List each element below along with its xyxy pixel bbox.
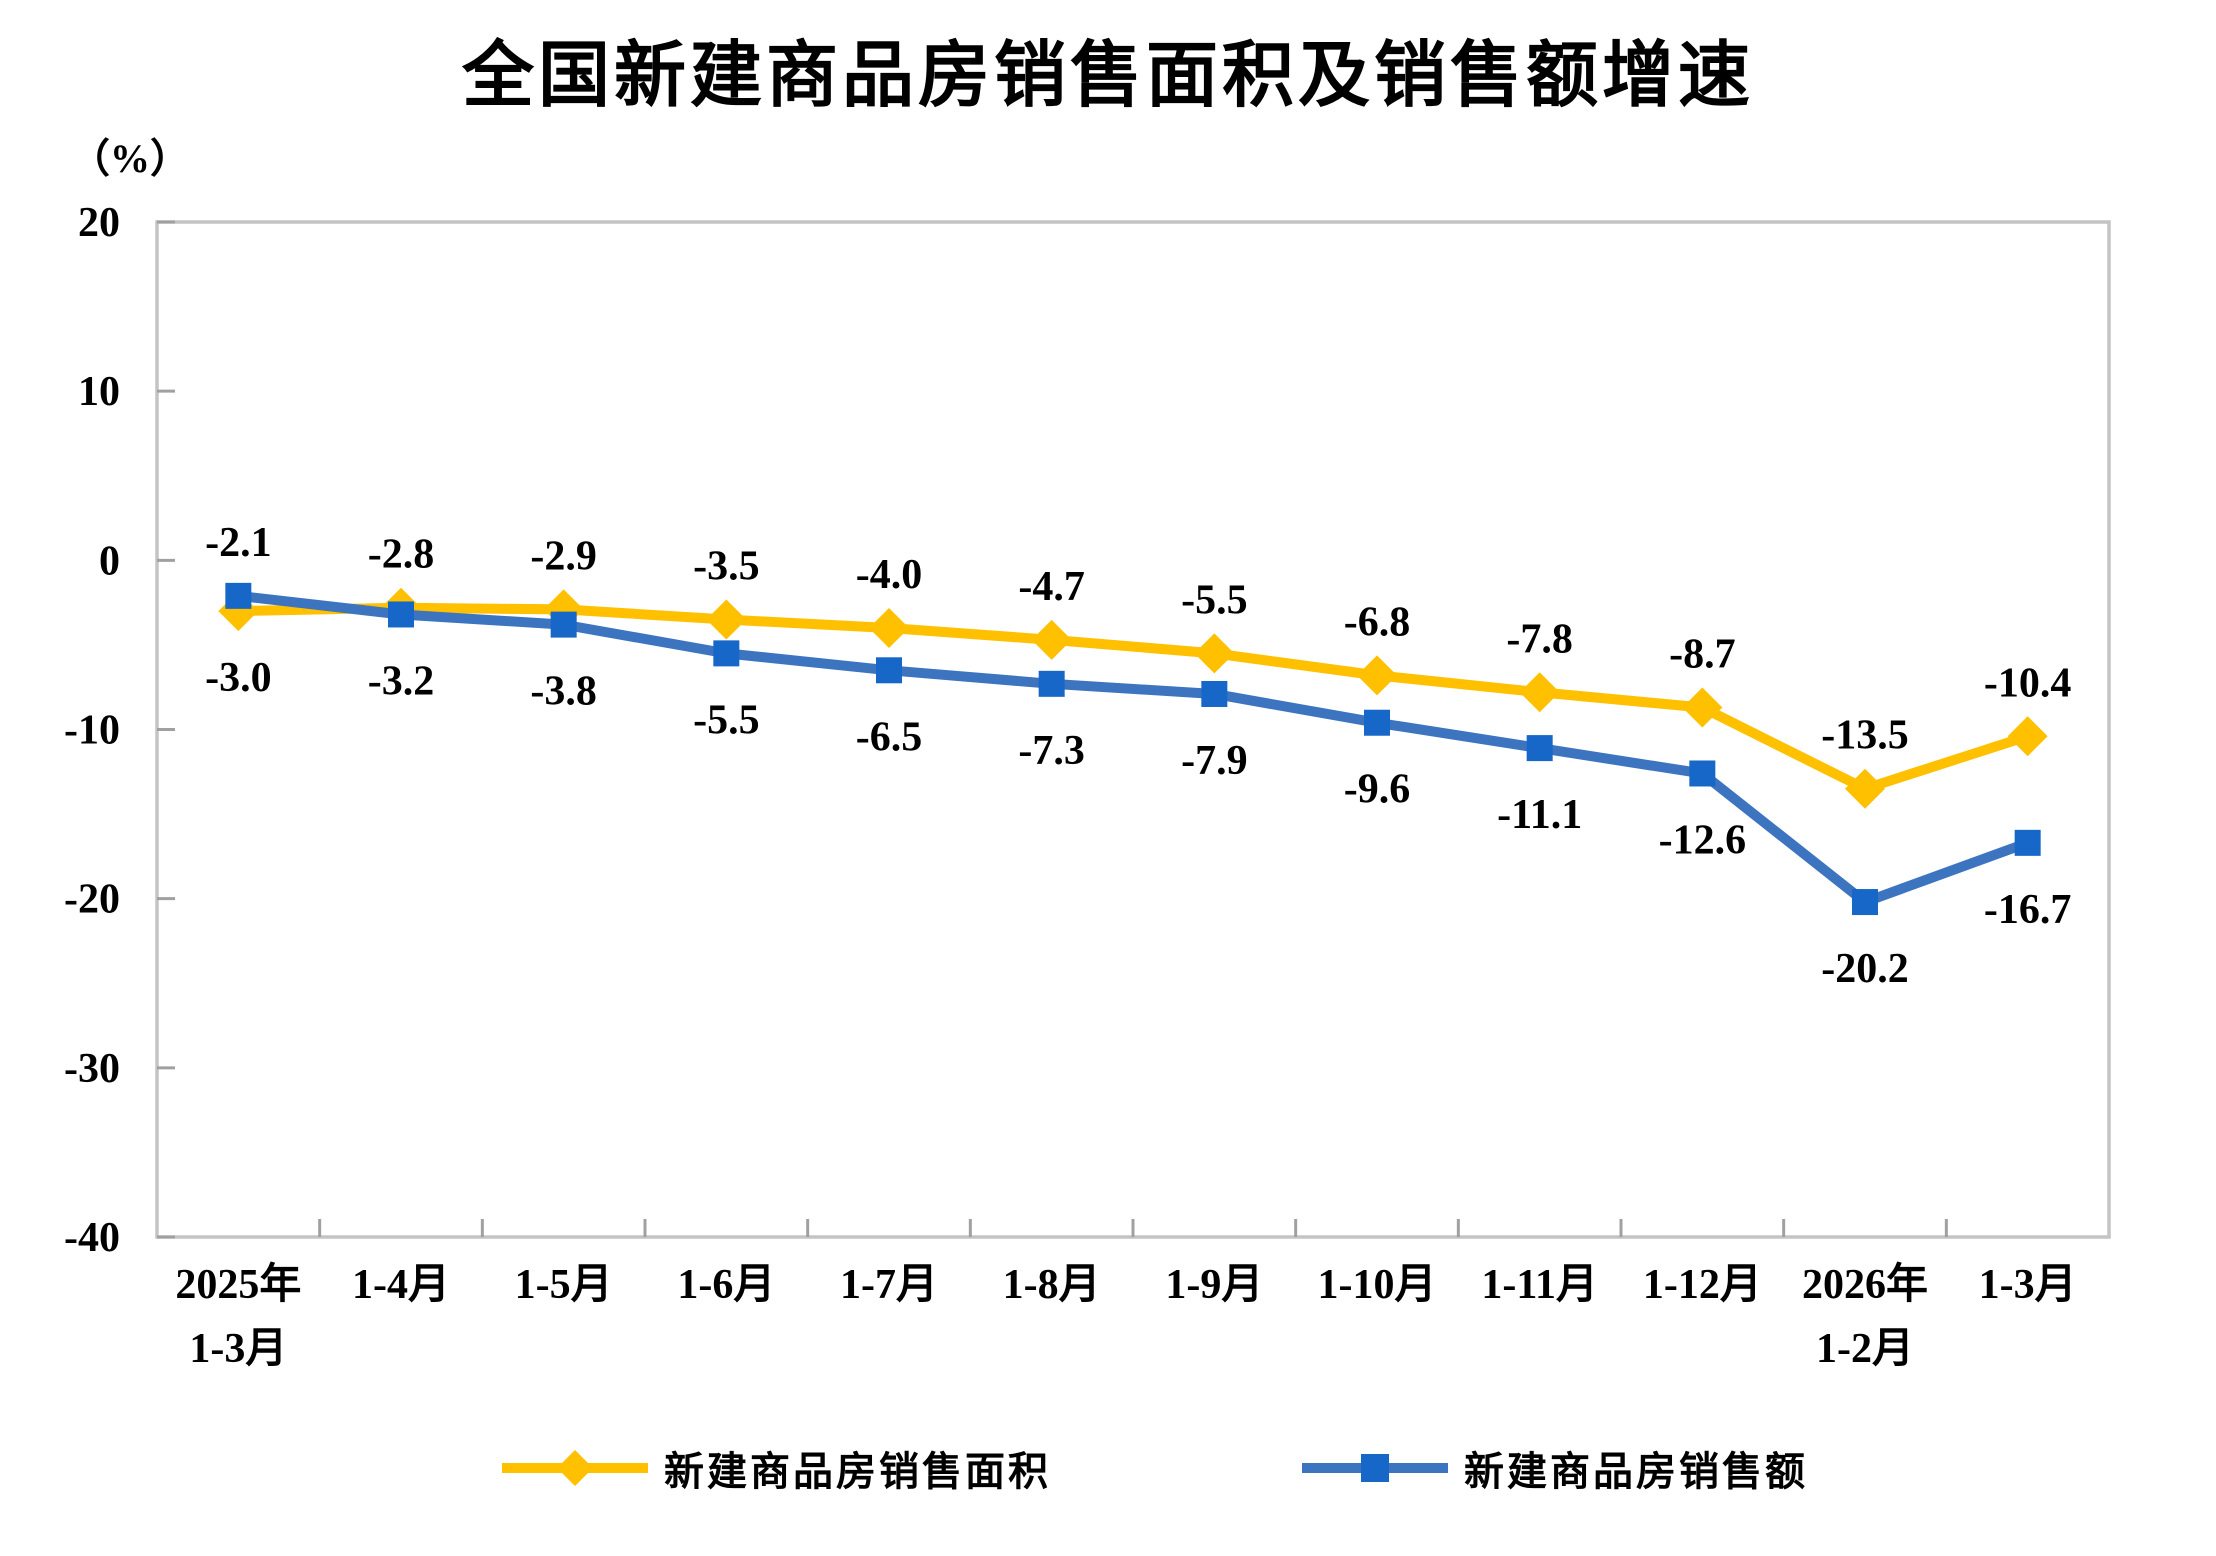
data-point-marker — [225, 582, 252, 609]
data-label: -3.5 — [693, 544, 760, 590]
data-label: -16.7 — [1984, 887, 2072, 933]
legend-item-0: 新建商品房销售面积 — [500, 1436, 1051, 1500]
legend-item-1: 新建商品房销售额 — [1300, 1436, 1808, 1500]
data-label: -20.2 — [1821, 946, 1909, 992]
data-label: -10.4 — [1984, 660, 2072, 706]
y-tick-label: -10 — [64, 708, 120, 754]
data-point-marker — [550, 611, 577, 638]
data-label: -2.9 — [530, 533, 597, 579]
data-point-marker — [388, 601, 414, 628]
data-label: -4.0 — [856, 552, 923, 598]
data-label: -5.5 — [1181, 577, 1248, 623]
legend-swatch-diamond-icon — [502, 1450, 648, 1486]
x-tick-label: 1-9月 — [1165, 1262, 1263, 1308]
data-label: -6.8 — [1344, 599, 1411, 645]
data-point-marker — [869, 608, 909, 648]
data-label: -3.0 — [205, 655, 272, 701]
data-label: -7.9 — [1181, 738, 1248, 784]
x-tick-label: 1-4月 — [352, 1262, 450, 1308]
data-point-marker — [1201, 680, 1228, 707]
x-tick-label: 1-12月 — [1643, 1262, 1762, 1308]
data-point-marker — [713, 640, 740, 667]
data-point-marker — [1519, 672, 1560, 713]
x-tick-label: 2025年 1-3月 — [175, 1261, 301, 1372]
x-tick-label: 1-5月 — [515, 1262, 613, 1308]
x-tick-label: 1-7月 — [840, 1262, 938, 1308]
data-label: -5.5 — [693, 697, 760, 743]
data-label: -7.8 — [1506, 616, 1573, 662]
plot-border — [155, 220, 2111, 1239]
legend-swatch-square-icon — [1302, 1454, 1448, 1482]
y-tick-label: -40 — [64, 1215, 120, 1261]
y-tick-label: 0 — [99, 538, 120, 584]
data-label: -11.1 — [1497, 792, 1582, 838]
data-label: -2.8 — [368, 532, 435, 578]
data-point-marker — [1357, 655, 1397, 696]
data-point-marker — [1852, 889, 1878, 916]
data-label: -3.8 — [530, 669, 597, 715]
data-label: -12.6 — [1659, 817, 1747, 863]
x-tick-label: 1-8月 — [1003, 1262, 1101, 1308]
legend-label: 新建商品房销售额 — [1464, 1449, 1808, 1494]
y-tick-label: -20 — [64, 877, 120, 923]
y-axis-unit-label: （%） — [70, 136, 190, 181]
data-point-marker — [1031, 619, 1072, 660]
x-tick-label: 2026年 1-2月 — [1802, 1261, 1928, 1372]
y-tick-label: 20 — [78, 200, 120, 246]
data-point-marker — [706, 599, 747, 640]
x-tick-label: 1-3月 — [1979, 1262, 2077, 1308]
data-point-marker — [1526, 735, 1553, 762]
data-label: -8.7 — [1669, 632, 1736, 678]
legend-label: 新建商品房销售面积 — [664, 1449, 1051, 1494]
data-point-marker — [1689, 760, 1716, 787]
data-label: -2.1 — [205, 520, 272, 566]
x-tick-label: 1-11月 — [1481, 1262, 1598, 1308]
data-label: -7.3 — [1018, 728, 1085, 774]
data-point-marker — [2014, 829, 2041, 856]
data-point-marker — [876, 657, 902, 684]
data-point-marker — [1194, 633, 1235, 674]
series-line-1 — [233, 590, 2033, 908]
series-line-0 — [233, 602, 2033, 794]
data-label: -13.5 — [1821, 713, 1909, 759]
data-label: -9.6 — [1344, 767, 1411, 813]
x-tick-label: 1-6月 — [677, 1262, 775, 1308]
x-tick-label: 1-10月 — [1318, 1262, 1437, 1308]
data-point-marker — [2007, 716, 2048, 757]
data-point-marker — [1038, 670, 1065, 697]
data-point-marker — [1845, 768, 1885, 809]
data-label: -3.2 — [368, 658, 435, 704]
data-point-marker — [1682, 687, 1723, 728]
data-point-marker — [1364, 709, 1390, 736]
data-label: -6.5 — [856, 714, 923, 760]
data-label: -4.7 — [1018, 564, 1085, 610]
chart-legend: 新建商品房销售面积 新建商品房销售额 — [0, 1436, 2216, 1506]
y-tick-label: 10 — [78, 369, 120, 415]
y-tick-label: -30 — [64, 1046, 120, 1092]
chart-title: 全国新建商品房销售面积及销售额增速 — [461, 36, 1754, 116]
